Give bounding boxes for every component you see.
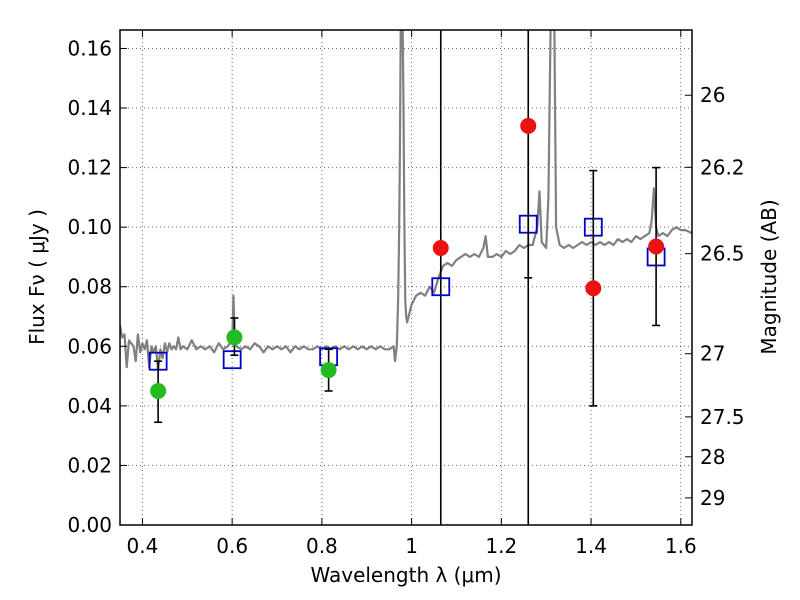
y-tick-label: 0.02 [67, 453, 112, 477]
plot-frame [119, 29, 693, 526]
y-tick-label: 0.16 [67, 36, 112, 60]
right-tick-label: 27.5 [700, 405, 745, 429]
y-tick-label: 0.08 [67, 275, 112, 299]
x-axis-title: Wavelength λ (μm) [310, 563, 501, 587]
y-tick-label: 0.14 [67, 96, 112, 120]
y-axis-title: Flux Fν ( μJy ) [25, 209, 49, 345]
spectrum-line [120, 30, 692, 372]
axes: 0.4 0.6 0.8 1 1.2 1.4 1.6 0.00 0.02 0.04 0.06 0.08 0… [67, 30, 745, 558]
x-tick-label: 1.6 [665, 534, 697, 558]
flux-circle-point [648, 238, 665, 255]
flux-circle-point [520, 117, 537, 134]
y-tick-label: 0.12 [67, 156, 112, 180]
right-tick-label: 29 [700, 486, 725, 510]
x-tick-label: 0.8 [306, 534, 338, 558]
right-tick-label: 26.5 [700, 242, 745, 266]
y-tick-label: 0.06 [67, 334, 112, 358]
y-tick-label: 0.00 [67, 513, 112, 537]
right-tick-label: 28 [700, 445, 725, 469]
model-square-point [222, 350, 242, 370]
model-square-point [431, 277, 451, 297]
x-tick-label: 0.6 [216, 534, 248, 558]
x-tick-label: 0.4 [127, 534, 159, 558]
x-tick-label: 1.4 [575, 534, 607, 558]
flux-circle-point [226, 329, 243, 346]
right-tick-label: 26.2 [700, 155, 745, 179]
right-axis-title: Magnitude (AB) [757, 199, 781, 354]
y-tick-label: 0.04 [67, 394, 112, 418]
y-tick-label: 0.10 [67, 215, 112, 239]
x-tick-label: 1 [405, 534, 418, 558]
flux-circle-point [432, 240, 449, 257]
flux-circle-point [320, 362, 337, 379]
right-tick-label: 26 [700, 83, 725, 107]
x-tick-label: 1.2 [485, 534, 517, 558]
plot-area [120, 30, 692, 525]
flux-circle-point [585, 280, 602, 297]
flux-circle-point [150, 382, 167, 399]
right-tick-label: 27 [700, 342, 725, 366]
